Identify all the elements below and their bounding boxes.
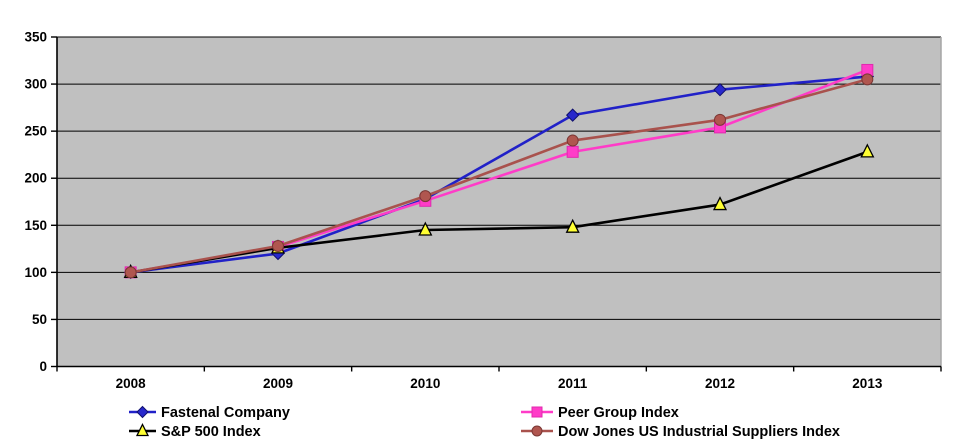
y-tick-label: 300 bbox=[24, 77, 47, 92]
legend-label-peer-group-index: Peer Group Index bbox=[558, 405, 679, 421]
marker-diamond-legend-fastenal-company bbox=[136, 405, 149, 419]
legend-label-s-p-500-index: S&P 500 Index bbox=[161, 424, 261, 440]
y-tick-label: 150 bbox=[24, 218, 47, 233]
marker-triangle-s-p-500-index-2010 bbox=[418, 221, 433, 236]
plot-area bbox=[57, 37, 941, 367]
marker-circle-dow-jones-us-industrial-suppliers-index-2013 bbox=[861, 73, 874, 86]
marker-diamond-fastenal-company-2012 bbox=[713, 83, 727, 97]
marker-circle-legend-dow-jones-us-industrial-suppliers-index bbox=[531, 425, 543, 437]
y-tick-label: 50 bbox=[32, 312, 47, 327]
marker-circle-dow-jones-us-industrial-suppliers-index-2009 bbox=[272, 239, 284, 252]
x-tick-label: 2011 bbox=[558, 376, 588, 391]
marker-triangle-s-p-500-index-2011 bbox=[565, 218, 580, 233]
marker-triangle-s-p-500-index-2012 bbox=[712, 196, 728, 211]
x-tick-label: 2010 bbox=[410, 376, 440, 391]
marker-circle-dow-jones-us-industrial-suppliers-index-2012 bbox=[714, 113, 726, 126]
y-tick-label: 350 bbox=[24, 30, 47, 45]
marker-circle-dow-jones-us-industrial-suppliers-index-2008 bbox=[124, 266, 137, 279]
series-line-s-p-500-index bbox=[129, 150, 869, 274]
series-line-dow-jones-us-industrial-suppliers-index bbox=[129, 78, 869, 274]
series-line-fastenal-company bbox=[129, 75, 869, 274]
x-tick-label: 2009 bbox=[263, 376, 293, 391]
marker-diamond-fastenal-company-2011 bbox=[565, 108, 580, 122]
x-tick-label: 2013 bbox=[852, 376, 883, 391]
y-tick-label: 100 bbox=[24, 265, 47, 280]
marker-square-peer-group-index-2011 bbox=[566, 145, 579, 158]
marker-circle-dow-jones-us-industrial-suppliers-index-2010 bbox=[419, 190, 432, 203]
marker-triangle-legend-s-p-500-index bbox=[135, 423, 150, 437]
y-tick-label: 250 bbox=[24, 124, 47, 139]
x-tick-label: 2008 bbox=[116, 376, 147, 391]
marker-circle-dow-jones-us-industrial-suppliers-index-2011 bbox=[566, 134, 579, 147]
marker-square-legend-peer-group-index bbox=[531, 406, 543, 418]
legend-label-dow-jones-us-industrial-suppliers-index: Dow Jones US Industrial Suppliers Index bbox=[558, 424, 840, 440]
marker-triangle-s-p-500-index-2013 bbox=[860, 143, 875, 158]
y-tick-label: 0 bbox=[39, 359, 47, 374]
y-tick-label: 200 bbox=[24, 171, 47, 186]
legend-label-fastenal-company: Fastenal Company bbox=[161, 405, 290, 421]
x-tick-label: 2012 bbox=[705, 376, 735, 391]
